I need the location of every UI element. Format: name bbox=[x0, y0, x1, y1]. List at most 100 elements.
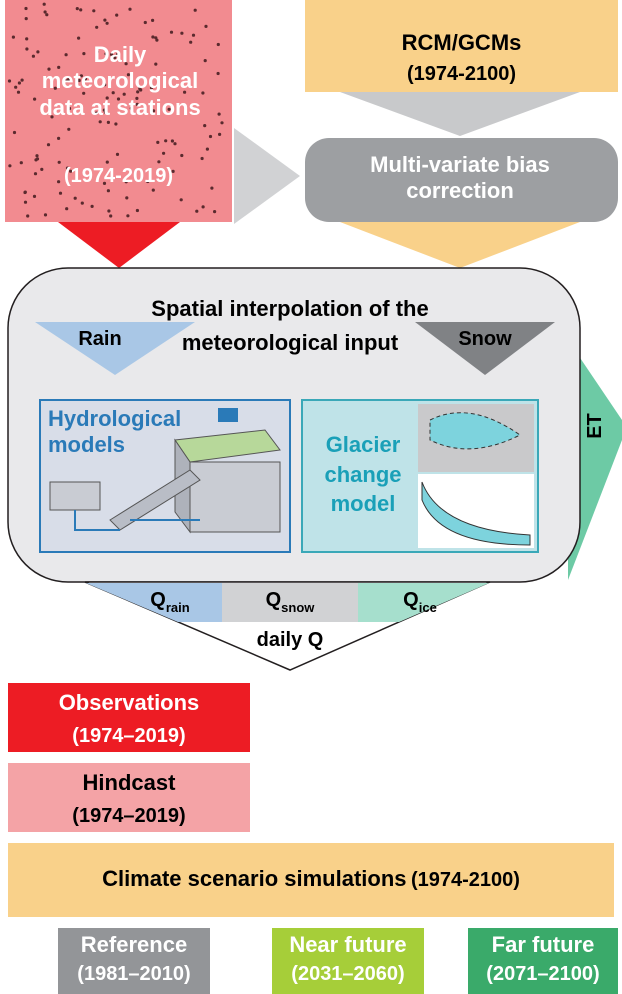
station-dot bbox=[24, 6, 28, 11]
station-dot bbox=[16, 90, 21, 94]
station-dot bbox=[216, 71, 220, 76]
station-dot bbox=[189, 40, 193, 44]
rain-label: Rain bbox=[78, 328, 122, 350]
station-dot bbox=[220, 121, 224, 125]
station-dot bbox=[31, 54, 35, 58]
station-dot bbox=[105, 160, 109, 164]
station-dot bbox=[151, 18, 155, 22]
arrow bbox=[340, 92, 580, 136]
station-dot bbox=[115, 152, 120, 156]
station-dot bbox=[65, 166, 70, 170]
station-dot bbox=[35, 154, 39, 158]
hydro-label: Hydrological models bbox=[48, 406, 182, 458]
station-dot bbox=[154, 62, 158, 66]
flow-symbol: Q bbox=[403, 589, 419, 611]
station-dot bbox=[208, 134, 213, 139]
station-dot bbox=[105, 21, 109, 25]
station-dot bbox=[23, 190, 27, 195]
station-dot bbox=[162, 151, 166, 155]
station-dot bbox=[149, 86, 154, 90]
station-dot bbox=[106, 189, 110, 193]
station-dot bbox=[107, 209, 111, 213]
station-dot bbox=[203, 59, 207, 63]
observations-label: Observations bbox=[58, 690, 200, 715]
arrow bbox=[58, 222, 180, 268]
station-dot bbox=[80, 201, 84, 205]
et-label: ET bbox=[584, 413, 606, 439]
daily-q-label: daily Q bbox=[256, 629, 324, 651]
station-dot bbox=[65, 207, 69, 211]
station-dot bbox=[57, 65, 61, 69]
station-dot bbox=[146, 179, 150, 184]
flow-label: Qrain bbox=[120, 588, 220, 616]
station-dot bbox=[95, 25, 99, 29]
station-dot bbox=[105, 96, 109, 100]
station-dot bbox=[46, 143, 51, 147]
station-dot bbox=[82, 52, 86, 56]
near-future-box bbox=[272, 928, 424, 994]
station-dot bbox=[33, 97, 37, 101]
station-dot bbox=[143, 20, 147, 25]
hindcast-box bbox=[8, 763, 250, 832]
hindcast-period: (1974–2019) bbox=[72, 805, 186, 827]
station-dot bbox=[98, 120, 102, 124]
station-dot bbox=[122, 92, 126, 96]
station-dot bbox=[25, 47, 29, 51]
et-arrow bbox=[568, 340, 622, 580]
station-dot bbox=[173, 142, 177, 146]
station-dot bbox=[116, 97, 121, 101]
station-dot bbox=[67, 77, 71, 82]
station-dot bbox=[19, 161, 23, 165]
station-dot bbox=[94, 111, 98, 115]
flow-label: Qsnow bbox=[240, 588, 340, 616]
station-dot bbox=[126, 214, 130, 218]
station-dot bbox=[40, 167, 44, 171]
rcm-box bbox=[305, 0, 618, 92]
station-dot bbox=[217, 112, 221, 116]
far-future-box bbox=[468, 928, 618, 994]
station-dot bbox=[104, 52, 108, 56]
station-dot bbox=[151, 35, 155, 39]
station-dot bbox=[69, 169, 73, 173]
station-dot bbox=[8, 164, 12, 168]
station-dot bbox=[79, 8, 83, 12]
station-dot bbox=[124, 180, 128, 184]
station-dot bbox=[135, 102, 139, 106]
station-dot bbox=[75, 7, 79, 11]
station-dot bbox=[25, 37, 29, 41]
station-dot bbox=[138, 87, 142, 91]
hindcast-label: Hindcast bbox=[82, 770, 176, 795]
stations-period: (1974-2019) bbox=[64, 165, 173, 187]
station-dot bbox=[57, 160, 61, 164]
station-dot bbox=[218, 132, 222, 136]
station-dot bbox=[129, 106, 133, 110]
station-dot bbox=[36, 50, 40, 54]
station-dot bbox=[53, 86, 57, 90]
period-range: (2031–2060) bbox=[291, 963, 405, 985]
station-dot bbox=[90, 204, 94, 208]
snow-arrow bbox=[415, 322, 555, 375]
rcm-label: RCM/GCMs bbox=[401, 30, 522, 55]
station-dot bbox=[43, 213, 48, 217]
station-dot bbox=[58, 191, 63, 195]
rcm-period: (1974-2100) bbox=[407, 63, 516, 85]
scenario-title: Climate scenario simulations (1974-2100) bbox=[8, 866, 614, 892]
station-dot bbox=[113, 56, 117, 60]
station-dot bbox=[64, 53, 68, 57]
flow-symbol: Q bbox=[150, 589, 166, 611]
station-dot bbox=[201, 205, 205, 209]
station-dot bbox=[42, 2, 46, 6]
station-dot bbox=[203, 124, 207, 128]
station-dot bbox=[35, 157, 40, 161]
station-dots bbox=[7, 2, 224, 218]
period-label: Reference bbox=[80, 932, 188, 957]
station-dot bbox=[20, 78, 24, 82]
station-dot bbox=[23, 200, 28, 204]
station-dot bbox=[116, 52, 120, 56]
station-dot bbox=[216, 42, 220, 47]
arrow bbox=[234, 128, 300, 224]
flow-symbol: Q bbox=[265, 589, 282, 611]
station-dot bbox=[83, 77, 87, 81]
